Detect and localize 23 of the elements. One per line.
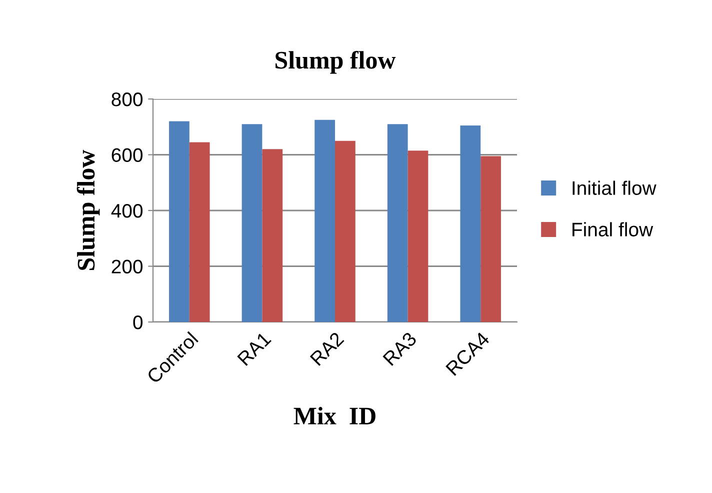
y-tick-label: 0 (133, 315, 143, 330)
y-tick-label: 600 (112, 148, 143, 162)
x-tick-label: RA2 (310, 331, 344, 366)
bar (262, 149, 283, 322)
bar (314, 120, 335, 322)
y-tick-label: 800 (112, 92, 143, 106)
bar (335, 140, 356, 322)
bar (480, 156, 501, 322)
x-tick-label: RA3 (382, 331, 418, 366)
y-tick-label: 200 (112, 260, 143, 274)
legend-label: Final flow (572, 222, 654, 236)
bar (460, 125, 481, 322)
chart-title: Slump flow (276, 50, 396, 74)
x-tick-label: RA1 (237, 332, 272, 366)
legend-label: Initial flow (572, 180, 656, 195)
bar (387, 124, 408, 322)
y-tick-label: 400 (111, 204, 143, 218)
x-axis-title: Mix ID (294, 406, 376, 424)
bar (189, 142, 210, 322)
bar (169, 121, 190, 322)
bar (242, 124, 262, 322)
y-axis-title: Slump flow (76, 150, 100, 270)
bar (408, 150, 428, 322)
